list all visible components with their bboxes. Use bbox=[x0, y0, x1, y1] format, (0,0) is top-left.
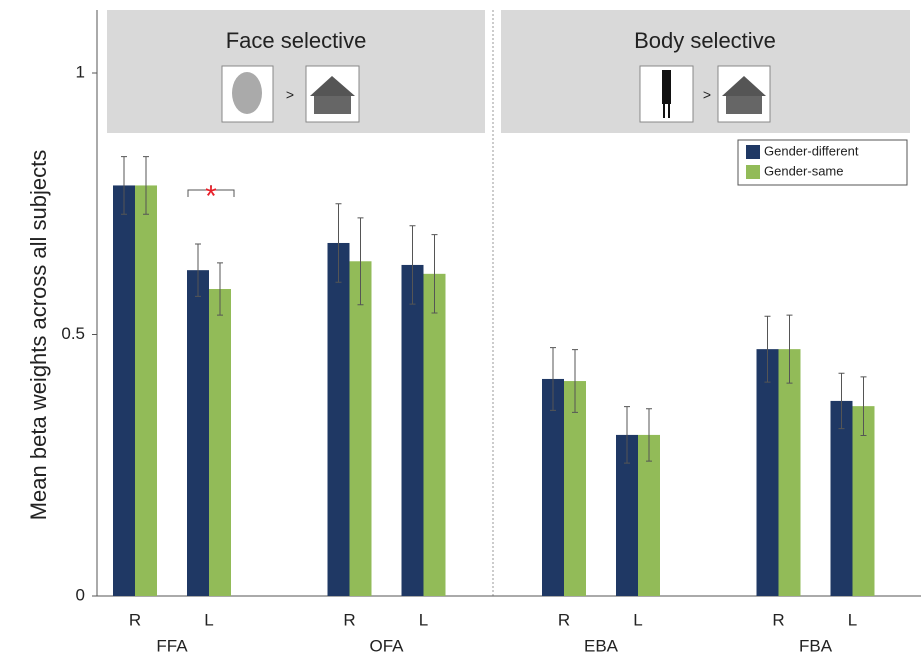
x-tick-label: L bbox=[419, 610, 428, 629]
group-label: FFA bbox=[156, 636, 188, 655]
bar bbox=[187, 270, 209, 596]
y-axis-label: Mean beta weights across all subjects bbox=[26, 150, 51, 521]
group-label: FBA bbox=[799, 636, 833, 655]
body-icon bbox=[640, 66, 693, 122]
bar bbox=[779, 349, 801, 596]
x-tick-label: R bbox=[129, 610, 141, 629]
comparison: > bbox=[703, 87, 711, 103]
bar bbox=[564, 381, 586, 596]
comparison: > bbox=[286, 87, 294, 103]
x-tick-label: R bbox=[772, 610, 784, 629]
panel-title: Face selective bbox=[226, 28, 367, 53]
bar bbox=[135, 185, 157, 596]
y-tick-label: 1 bbox=[76, 62, 85, 81]
face-icon bbox=[222, 66, 273, 122]
house-icon bbox=[718, 66, 770, 122]
x-tick-label: R bbox=[343, 610, 355, 629]
bar bbox=[402, 265, 424, 596]
chart: Face selective Body selective > > Mean b… bbox=[0, 0, 921, 660]
y-tick-label: 0.5 bbox=[61, 324, 85, 343]
house-icon bbox=[306, 66, 359, 122]
y-tick-label: 0 bbox=[76, 585, 85, 604]
x-tick-label: L bbox=[633, 610, 642, 629]
bar bbox=[209, 289, 231, 596]
panel-title: Body selective bbox=[634, 28, 776, 53]
legend-swatch bbox=[746, 165, 760, 179]
bar bbox=[113, 185, 135, 596]
bar bbox=[831, 401, 853, 596]
x-tick-label: L bbox=[848, 610, 857, 629]
bar bbox=[350, 261, 372, 596]
bar bbox=[328, 243, 350, 596]
bar bbox=[424, 274, 446, 596]
x-tick-label: L bbox=[204, 610, 213, 629]
significance-marker: * bbox=[205, 180, 217, 213]
x-tick-label: R bbox=[558, 610, 570, 629]
group-label: OFA bbox=[369, 636, 404, 655]
legend-swatch bbox=[746, 145, 760, 159]
group-label: EBA bbox=[584, 636, 619, 655]
bar bbox=[757, 349, 779, 596]
legend-label: Gender-different bbox=[764, 143, 859, 158]
legend-label: Gender-same bbox=[764, 163, 843, 178]
bar bbox=[542, 379, 564, 596]
